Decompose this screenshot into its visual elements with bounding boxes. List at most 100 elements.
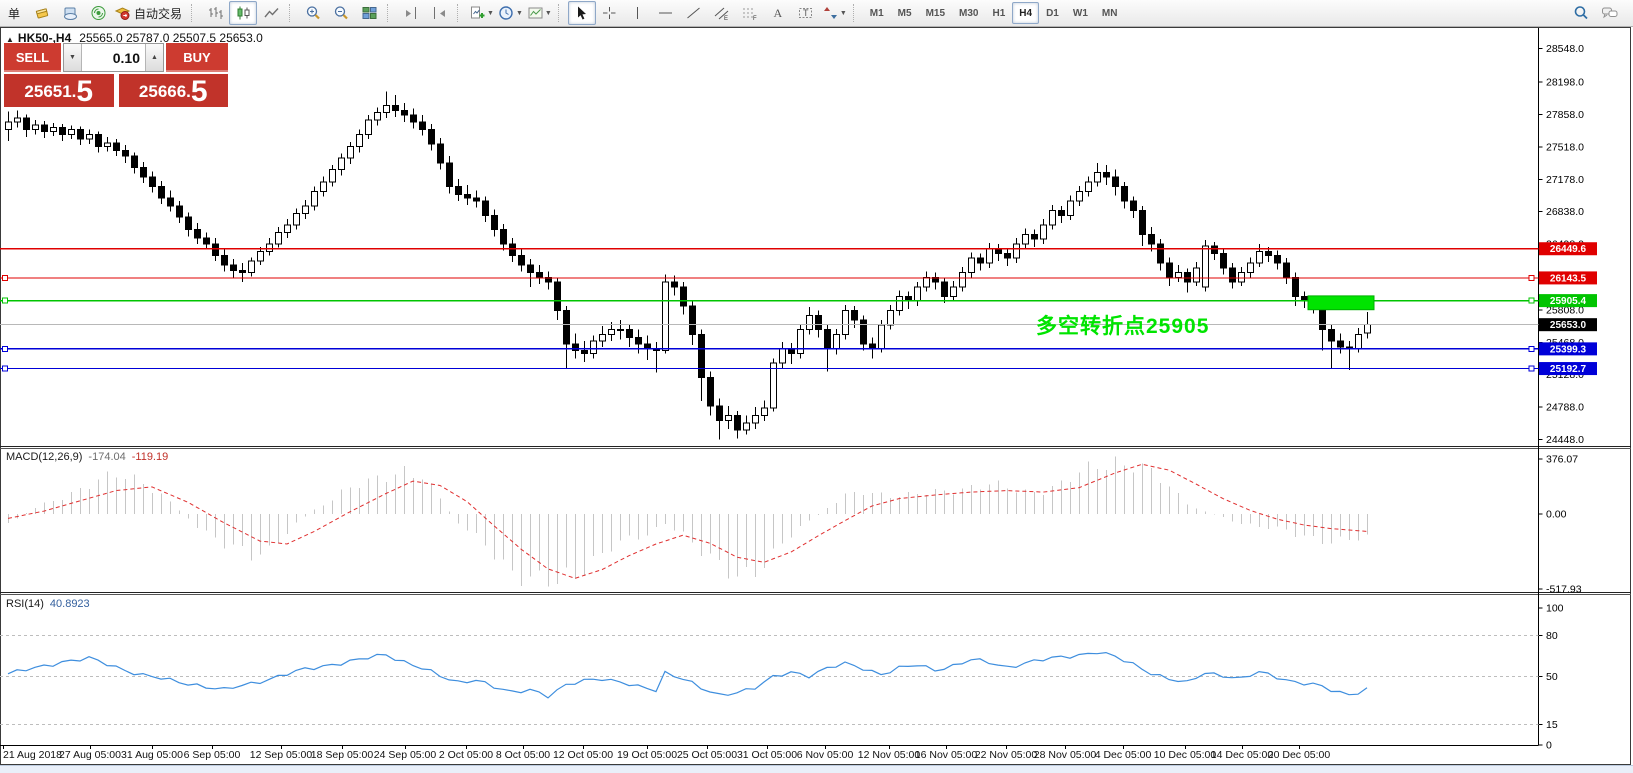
svg-text:14 Dec 05:00: 14 Dec 05:00	[1211, 749, 1274, 761]
tf-m5[interactable]: M5	[897, 7, 912, 19]
chat-icon[interactable]	[1595, 1, 1623, 25]
search-icon[interactable]	[1567, 1, 1595, 25]
new-chart-icon-dropdown[interactable]: ▼	[487, 9, 494, 17]
periods-clock-icon[interactable]: ▼	[496, 1, 525, 25]
toolbar-group-zoom	[299, 1, 383, 25]
price-level-badge	[1539, 342, 1597, 356]
tile-windows-icon[interactable]	[355, 1, 383, 25]
svg-text:8 Oct 05:00: 8 Oct 05:00	[496, 749, 550, 761]
svg-text:25808.0: 25808.0	[1546, 304, 1584, 316]
macd-panel: 376.07 0.00 -517.93	[7, 453, 1582, 596]
line-chart-icon[interactable]	[257, 1, 285, 25]
label-icon[interactable]: T	[792, 1, 820, 25]
zoom-out-icon[interactable]	[327, 1, 355, 25]
macd-signal-value: -119.19	[131, 451, 169, 463]
sell-price-display[interactable]: 25651. 5	[4, 74, 114, 107]
line-anchor-handle	[2, 345, 8, 352]
line-anchor-handle	[1528, 297, 1535, 304]
line-anchor-handle	[1528, 274, 1535, 281]
line-anchor-handle	[2, 365, 8, 372]
crosshair-icon[interactable]	[596, 1, 624, 25]
svg-text:12 Sep 05:00: 12 Sep 05:00	[250, 749, 313, 761]
candlestick-series	[5, 91, 1371, 440]
tf-m15[interactable]: M15	[925, 7, 946, 19]
svg-text:A: A	[774, 6, 783, 20]
text-icon[interactable]: A	[764, 1, 792, 25]
volume-increase-button[interactable]: ▲	[145, 44, 163, 71]
line-anchor-handle	[2, 274, 8, 281]
trendline-icon[interactable]	[680, 1, 708, 25]
arrows-icon-dropdown[interactable]: ▼	[839, 9, 847, 17]
volume-decrease-button[interactable]: ▼	[64, 44, 82, 71]
toolbar-separator	[289, 4, 295, 22]
tf-h1[interactable]: H1	[992, 7, 1006, 19]
history-book-icon[interactable]	[28, 1, 56, 25]
arrows-icon[interactable]: ▼	[820, 1, 849, 25]
rsi-value: 40.8923	[49, 598, 90, 610]
main-toolbar: 单 自动交易 ▼ ▼ ▼ E F A T ▼ M1 M5 M15 M30 H1 H4 D1 W1 MN	[0, 0, 1633, 27]
sell-button[interactable]: SELL	[4, 43, 61, 72]
tf-w1[interactable]: W1	[1072, 7, 1088, 19]
collapse-panel-icon[interactable]: ▲	[6, 35, 14, 44]
chart-title: ▲ HK50-,H4 25565.0 25787.0 25507.5 25653.0	[6, 31, 263, 45]
svg-text:28 Nov 05:00: 28 Nov 05:00	[1034, 749, 1097, 761]
vertical-line-icon[interactable]	[624, 1, 652, 25]
chart-shift-icon[interactable]	[397, 1, 425, 25]
volume-input[interactable]	[82, 44, 145, 71]
buy-price-display[interactable]: 25666. 5	[118, 74, 228, 107]
svg-text:25653.0: 25653.0	[1550, 320, 1587, 331]
svg-text:10 Dec 05:00: 10 Dec 05:00	[1154, 749, 1217, 761]
status-bar	[0, 765, 1633, 773]
market-watch-icon[interactable]	[56, 1, 84, 25]
price-level-badge	[1539, 362, 1597, 376]
tf-d1[interactable]: D1	[1046, 7, 1059, 19]
toolbar-separator	[457, 4, 463, 22]
horizontal-line-icon[interactable]	[652, 1, 680, 25]
templates-icon-dropdown[interactable]: ▼	[544, 9, 552, 17]
macd-value: -174.04	[88, 451, 126, 463]
buy-button[interactable]: BUY	[166, 43, 228, 72]
cursor-icon[interactable]	[567, 1, 596, 25]
zoom-in-icon[interactable]	[299, 1, 327, 25]
tf-h4[interactable]: H4	[1012, 2, 1040, 24]
svg-text:25 Oct 05:00: 25 Oct 05:00	[677, 749, 737, 761]
tf-m1[interactable]: M1	[869, 7, 884, 19]
svg-text:50: 50	[1546, 671, 1558, 683]
templates-icon[interactable]: ▼	[525, 1, 554, 25]
svg-text:24 Sep 05:00: 24 Sep 05:00	[374, 749, 437, 761]
toolbar-separator	[387, 4, 393, 22]
bar-chart-icon[interactable]	[201, 1, 229, 25]
signals-icon[interactable]	[84, 1, 112, 25]
svg-text:18 Sep 05:00: 18 Sep 05:00	[311, 749, 374, 761]
chart-window-frame	[0, 27, 1631, 765]
svg-text:20 Dec 05:00: 20 Dec 05:00	[1268, 749, 1331, 761]
svg-text:16 Nov 05:00: 16 Nov 05:00	[915, 749, 978, 761]
price-level-badge	[1539, 242, 1597, 256]
line-anchor-handle	[1528, 365, 1535, 372]
svg-text:12 Oct 05:00: 12 Oct 05:00	[553, 749, 613, 761]
toolbar-group-new-objects: ▼ ▼ ▼	[467, 1, 554, 25]
toolbar-group-trade: 单 自动交易	[0, 1, 187, 25]
auto-scroll-icon[interactable]	[425, 1, 453, 25]
toolbar-group-drawing: E F A T ▼	[567, 1, 849, 25]
svg-text:100: 100	[1546, 603, 1564, 615]
rsi-line	[7, 651, 1368, 699]
macd-name: MACD(12,26,9)	[6, 451, 83, 463]
candlestick-icon[interactable]	[229, 1, 258, 25]
new-chart-icon[interactable]: ▼	[467, 1, 496, 25]
svg-text:26838.0: 26838.0	[1546, 206, 1584, 218]
channel-icon[interactable]: E	[708, 1, 736, 25]
fibonacci-icon[interactable]: F	[736, 1, 764, 25]
new-order-button[interactable]: 单	[7, 6, 20, 21]
tf-m30[interactable]: M30	[959, 7, 979, 19]
svg-text:31 Oct 05:00: 31 Oct 05:00	[737, 749, 797, 761]
svg-text:21 Aug 2018: 21 Aug 2018	[3, 749, 62, 761]
tf-mn[interactable]: MN	[1101, 7, 1118, 19]
svg-text:15: 15	[1546, 719, 1558, 731]
periods-clock-icon-dropdown[interactable]: ▼	[515, 9, 523, 17]
turning-point-rectangle[interactable]	[1307, 295, 1375, 311]
autotrading-button[interactable]: 自动交易	[112, 1, 187, 25]
